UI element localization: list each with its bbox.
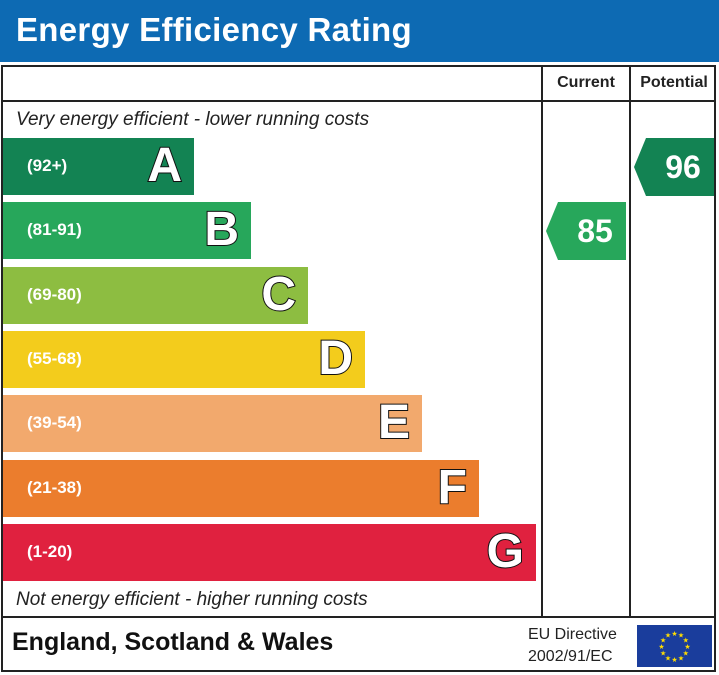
- band-letter: G: [486, 524, 525, 578]
- band-e: (39-54) E: [3, 395, 422, 453]
- rating-frame: [1, 65, 716, 672]
- band-letter: E: [377, 396, 411, 450]
- eu-star-icon: ★: [684, 643, 690, 651]
- band-g: (1-20) G: [3, 523, 536, 581]
- band-range-label: (39-54): [27, 413, 82, 433]
- band-range-label: (81-91): [27, 220, 82, 240]
- potential-rating-value: 96: [665, 149, 701, 185]
- eu-star-icon: ★: [671, 630, 677, 638]
- region-label: England, Scotland & Wales: [12, 628, 334, 656]
- potential-column-divider: [629, 65, 631, 618]
- band-f: (21-38) F: [3, 459, 479, 517]
- footer-divider: [1, 616, 716, 618]
- eu-star-icon: ★: [665, 632, 671, 640]
- band-b: (81-91) B: [3, 202, 251, 260]
- bottom-caption: Not energy efficient - higher running co…: [16, 589, 368, 610]
- current-column-header: Current: [557, 74, 615, 91]
- band-letter: D: [317, 331, 354, 385]
- eu-star-icon: ★: [671, 656, 677, 664]
- band-a: (92+) A: [3, 138, 194, 195]
- band-d: (55-68) D: [3, 330, 365, 388]
- potential-arrow-shape: [634, 138, 714, 196]
- header-divider: [1, 100, 716, 102]
- eu-star-icon: ★: [665, 654, 671, 662]
- eu-star-icon: ★: [660, 650, 666, 658]
- header-bar: Energy Efficiency Rating: [0, 0, 719, 62]
- band-range-label: (69-80): [27, 284, 82, 304]
- eu-directive-label: EU Directive: [528, 626, 617, 643]
- band-letter: B: [203, 203, 240, 257]
- band-range-label: (55-68): [27, 348, 82, 368]
- band-range-label: (92+): [27, 156, 68, 175]
- band-range-label: (1-20): [27, 541, 73, 561]
- band-range-label: (21-38): [27, 477, 82, 497]
- current-rating-value: 85: [577, 213, 613, 250]
- eu-star-icon: ★: [683, 637, 689, 645]
- eu-star-icon: ★: [678, 654, 684, 662]
- band-c: (69-80) C: [3, 266, 308, 324]
- band-letter: F: [437, 460, 468, 514]
- current-arrow-shape: [546, 202, 626, 261]
- band-letter: A: [146, 139, 183, 193]
- eu-star-icon: ★: [683, 650, 689, 658]
- potential-column-header: Potential: [640, 74, 708, 91]
- page-title: Energy Efficiency Rating: [16, 11, 412, 48]
- top-caption: Very energy efficient - lower running co…: [16, 109, 370, 130]
- eu-flag-icon: ★ ★ ★ ★ ★ ★ ★ ★ ★ ★ ★ ★: [637, 625, 712, 667]
- band-letter: C: [260, 267, 297, 321]
- eu-star-icon: ★: [658, 643, 664, 651]
- eu-directive-number: 2002/91/EC: [528, 648, 613, 665]
- eu-star-icon: ★: [660, 637, 666, 645]
- current-column-divider: [541, 65, 543, 618]
- eu-star-icon: ★: [678, 632, 684, 640]
